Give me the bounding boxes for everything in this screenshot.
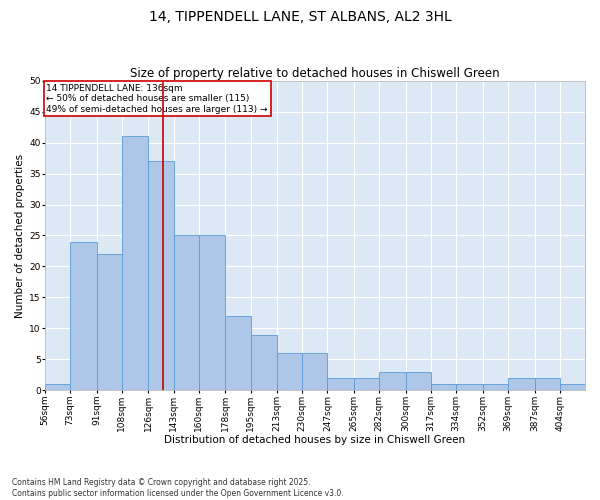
Y-axis label: Number of detached properties: Number of detached properties [15, 154, 25, 318]
Bar [173, 236, 199, 390]
Bar [535, 378, 560, 390]
Title: Size of property relative to detached houses in Chiswell Green: Size of property relative to detached ho… [130, 66, 500, 80]
Bar [302, 353, 328, 391]
Bar [226, 316, 251, 390]
Bar [277, 353, 302, 391]
Bar [251, 334, 277, 390]
Bar [406, 372, 431, 390]
Bar [456, 384, 483, 390]
Bar [148, 161, 173, 390]
Bar [199, 236, 226, 390]
Bar [354, 378, 379, 390]
X-axis label: Distribution of detached houses by size in Chiswell Green: Distribution of detached houses by size … [164, 435, 466, 445]
Bar [122, 136, 148, 390]
Bar [328, 378, 354, 390]
Bar [508, 378, 535, 390]
Bar [431, 384, 456, 390]
Bar [483, 384, 508, 390]
Bar [70, 242, 97, 390]
Text: Contains HM Land Registry data © Crown copyright and database right 2025.
Contai: Contains HM Land Registry data © Crown c… [12, 478, 344, 498]
Text: 14 TIPPENDELL LANE: 136sqm
← 50% of detached houses are smaller (115)
49% of sem: 14 TIPPENDELL LANE: 136sqm ← 50% of deta… [46, 84, 268, 114]
Bar [45, 384, 70, 390]
Text: 14, TIPPENDELL LANE, ST ALBANS, AL2 3HL: 14, TIPPENDELL LANE, ST ALBANS, AL2 3HL [149, 10, 451, 24]
Bar [560, 384, 585, 390]
Bar [97, 254, 122, 390]
Bar [379, 372, 406, 390]
